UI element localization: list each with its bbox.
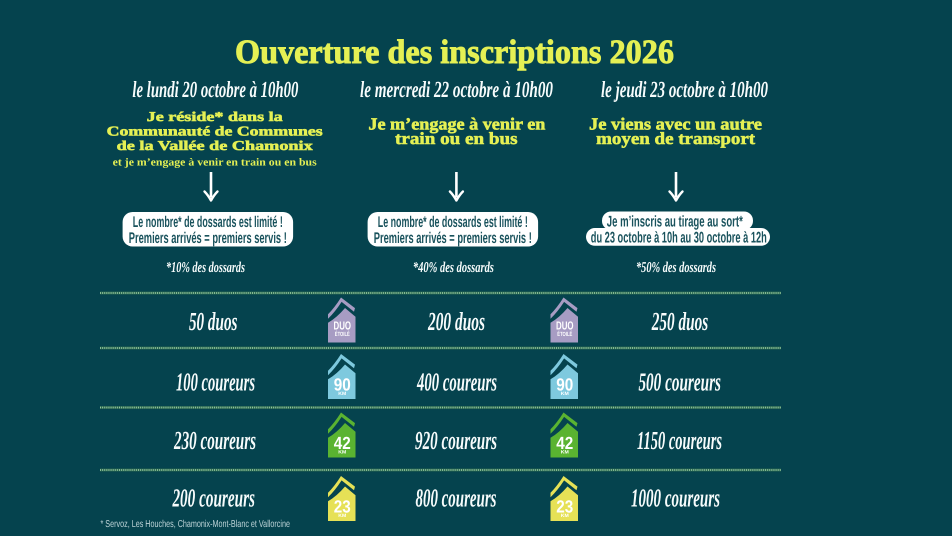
svg-text:200 coureurs: 200 coureurs	[172, 484, 255, 513]
svg-text:le mercredi 22 octobre à 10h00: le mercredi 22 octobre à 10h00	[360, 77, 553, 102]
svg-text:230 coureurs: 230 coureurs	[173, 426, 256, 455]
svg-text:Premiers arrivés = premiers se: Premiers arrivés = premiers servis !	[129, 230, 287, 247]
svg-text:KM: KM	[561, 513, 569, 519]
svg-text:250 duos: 250 duos	[651, 307, 708, 336]
svg-text:*10% des dossards: *10% des dossards	[166, 260, 245, 276]
svg-text:train ou en bus: train ou en bus	[395, 129, 518, 148]
svg-text:90: 90	[556, 374, 573, 394]
svg-text:moyen de transport: moyen de transport	[596, 129, 755, 148]
svg-text:Je m’engage à venir en: Je m’engage à venir en	[368, 114, 546, 133]
svg-text:DUO: DUO	[334, 319, 352, 332]
svg-text:le jeudi 23 octobre à 10h00: le jeudi 23 octobre à 10h00	[601, 77, 768, 102]
svg-text:Le nombre* de dossards est lim: Le nombre* de dossards est limité !	[378, 214, 528, 231]
svg-text:100 coureurs: 100 coureurs	[176, 368, 255, 397]
svg-text:Je viens avec un autre: Je viens avec un autre	[589, 114, 762, 133]
svg-text:du 23 octobre à 10h au 30 octo: du 23 octobre à 10h au 30 octobre à 12h	[591, 230, 767, 247]
svg-text:90: 90	[334, 374, 351, 394]
svg-text:1150 coureurs: 1150 coureurs	[637, 426, 722, 455]
svg-text:DUO: DUO	[556, 319, 574, 332]
svg-text:Je réside* dans la: Je réside* dans la	[147, 109, 283, 124]
svg-text:de la Vallée de Chamonix: de la Vallée de Chamonix	[117, 138, 313, 153]
svg-text:42: 42	[556, 433, 573, 453]
svg-text:920 coureurs: 920 coureurs	[415, 426, 497, 455]
svg-text:ÉTOILÉ: ÉTOILÉ	[335, 330, 350, 338]
svg-text:KM: KM	[561, 449, 569, 455]
svg-text:KM: KM	[338, 391, 346, 397]
svg-text:Communauté de Communes: Communauté de Communes	[107, 124, 323, 139]
svg-text:800 coureurs: 800 coureurs	[416, 484, 497, 513]
svg-text:et je m’engage à venir en trai: et je m’engage à venir en train ou en bu…	[113, 156, 317, 168]
svg-text:ÉTOILÉ: ÉTOILÉ	[557, 330, 572, 338]
svg-text:23: 23	[556, 496, 573, 516]
svg-text:Ouverture des inscriptions 202: Ouverture des inscriptions 2026	[235, 34, 674, 71]
svg-text:500 coureurs: 500 coureurs	[638, 368, 721, 397]
svg-text:Je m’inscris au tirage au sort: Je m’inscris au tirage au sort*	[607, 214, 744, 231]
svg-text:Premiers arrivés = premiers se: Premiers arrivés = premiers servis !	[374, 230, 532, 247]
svg-text:Le nombre* de dossards est lim: Le nombre* de dossards est limité !	[133, 214, 283, 231]
svg-text:KM: KM	[338, 513, 346, 519]
svg-text:*40% des dossards: *40% des dossards	[413, 260, 494, 276]
svg-text:50 duos: 50 duos	[189, 307, 238, 336]
svg-text:KM: KM	[338, 449, 346, 455]
svg-text:200 duos: 200 duos	[427, 307, 485, 336]
svg-text:42: 42	[334, 433, 351, 453]
svg-text:le lundi 20 octobre à 10h00: le lundi 20 octobre à 10h00	[132, 77, 298, 102]
svg-text:1000 coureurs: 1000 coureurs	[631, 484, 720, 513]
svg-text:400 coureurs: 400 coureurs	[416, 368, 497, 397]
svg-text:KM: KM	[561, 391, 569, 397]
svg-text:23: 23	[334, 496, 351, 516]
svg-text:* Servoz, Les Houches, Chamoni: * Servoz, Les Houches, Chamonix-Mont-Bla…	[101, 519, 291, 530]
svg-text:*50% des dossards: *50% des dossards	[636, 260, 716, 276]
